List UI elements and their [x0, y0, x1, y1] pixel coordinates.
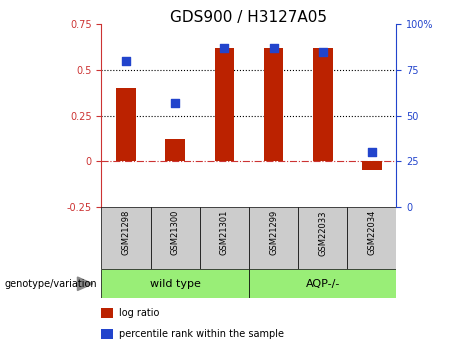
Polygon shape [77, 277, 93, 290]
Point [270, 45, 277, 51]
Bar [298, 207, 347, 269]
Text: GSM21299: GSM21299 [269, 210, 278, 255]
Text: wild type: wild type [150, 279, 201, 289]
Bar [313, 48, 332, 161]
Bar [362, 161, 382, 170]
Text: percentile rank within the sample: percentile rank within the sample [119, 329, 284, 339]
Bar [214, 48, 234, 161]
Point [221, 45, 228, 51]
Bar [101, 308, 113, 318]
Text: GSM21301: GSM21301 [220, 210, 229, 256]
Bar [165, 139, 185, 161]
Text: GSM22033: GSM22033 [318, 210, 327, 256]
Point [122, 58, 130, 63]
Text: genotype/variation: genotype/variation [5, 279, 97, 289]
Text: log ratio: log ratio [119, 308, 160, 318]
Bar [151, 207, 200, 269]
Text: AQP-/-: AQP-/- [306, 279, 340, 289]
Bar [101, 329, 113, 339]
Bar [200, 207, 249, 269]
Text: GSM21298: GSM21298 [122, 210, 130, 256]
Bar [264, 48, 284, 161]
Point [319, 49, 326, 54]
Bar [347, 207, 396, 269]
Bar [249, 207, 298, 269]
Bar [101, 269, 249, 298]
Text: GDS900 / H3127A05: GDS900 / H3127A05 [171, 10, 327, 25]
Point [171, 100, 179, 106]
Point [368, 149, 376, 155]
Text: GSM21300: GSM21300 [171, 210, 180, 256]
Bar [249, 269, 396, 298]
Bar [101, 207, 151, 269]
Bar [116, 88, 136, 161]
Text: GSM22034: GSM22034 [367, 210, 376, 256]
